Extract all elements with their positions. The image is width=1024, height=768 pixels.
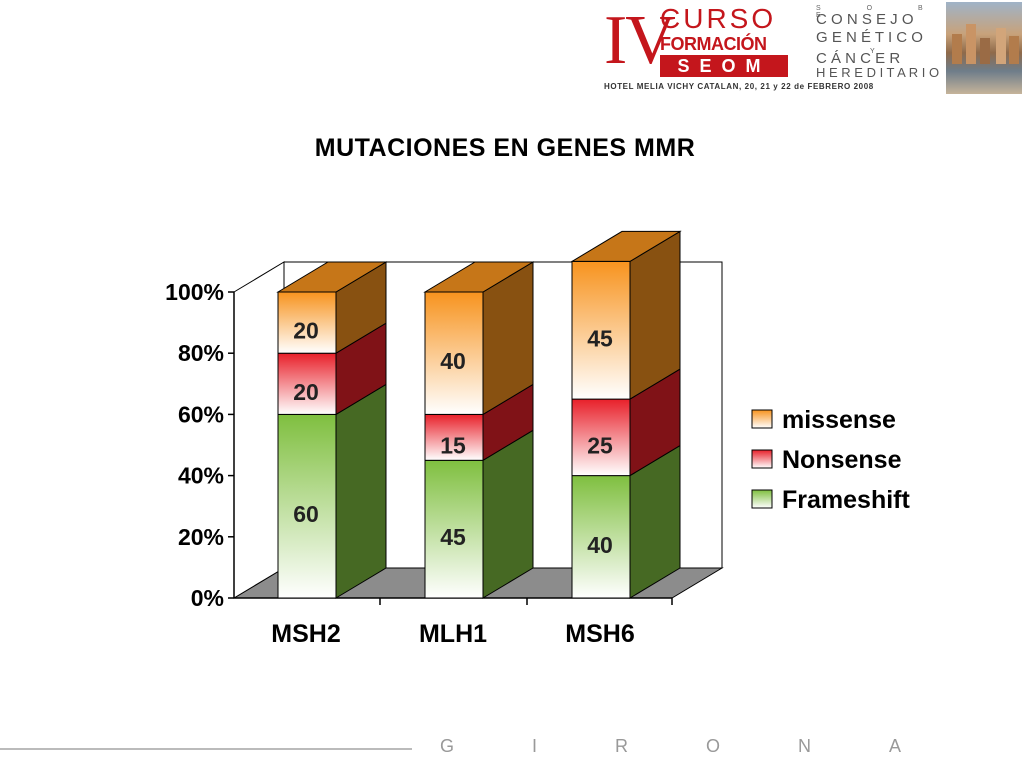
legend-label: missense [782,406,896,434]
y-tick-label: 100% [165,279,224,305]
bar-front-face [277,413,337,599]
bar-segment-nonsense: 25 [571,368,681,477]
legend-label: Frameshift [782,486,910,514]
cancer-text: C Á N C E R [816,50,901,67]
bar-segment-frameshift: 40 [571,444,681,599]
data-label: 20 [293,379,319,405]
legend: missense Nonsense Frameshift [751,406,910,514]
x-tick-label: MSH6 [565,620,634,648]
chart-side-wall [233,261,285,599]
data-label: 15 [440,432,466,458]
data-label: 20 [293,318,319,344]
x-tick-label: MSH2 [271,620,340,648]
data-label: 40 [440,348,466,374]
data-label: 25 [587,432,613,458]
y-tick-label: 60% [178,401,224,427]
logo-seom: SEOM [660,55,788,77]
logo-curso: CURSO [660,3,777,34]
x-tick-label: MLH1 [419,620,487,648]
bar-front-face [571,475,631,599]
legend-label: Nonsense [782,446,902,474]
x-axis-labels: MSH2 MLH1 MSH6 [271,620,634,648]
bar-front-face [277,291,337,354]
legend-swatch [751,489,773,509]
bar-side-face [335,383,387,599]
bar-front-face [571,398,631,477]
legend-swatch [751,449,773,469]
logo-formacion: FORMACIÓN [660,34,767,54]
bar-front-face [424,413,484,461]
data-label: 40 [587,532,613,558]
bar-front-face [424,459,484,599]
girona-photo [946,2,1022,94]
y-tick-label: 80% [178,340,224,366]
genetico-text: G E N É T I C O [816,29,923,46]
sobre-text: S O B R E [816,5,996,19]
y-tick-label: 0% [191,585,224,611]
bar-front-face [277,352,337,415]
data-label: 60 [293,501,319,527]
hereditario-text: H E R E D I T A R I O [816,65,940,80]
bar-segment-frameshift: 60 [277,383,387,599]
footer-girona: GIRONA [440,736,980,756]
bar-top-face [276,261,388,293]
bars: 60 20 20 45 15 40 40 25 45 [276,230,682,599]
y-tick-label: 40% [178,463,224,489]
y-text: Y [870,48,875,55]
bar-top-face [570,230,682,262]
hotel-venue-text: HOTEL MELIA VICHY CATALAN, 20, 21 y 22 d… [604,82,874,91]
data-label: 45 [587,325,613,351]
y-tick-label: 20% [178,524,224,550]
bar-segment-missense: 20 [276,261,388,355]
bar-front-face [571,260,631,400]
chart-title: MUTACIONES EN GENES MMR [314,134,696,162]
bar-top-face [423,261,535,293]
consejo-text: C O N S E J O [816,11,914,28]
bar-segment-frameshift: 45 [424,429,534,599]
legend-swatch [751,409,773,429]
data-label: 45 [440,524,466,550]
bar-segment-missense: 45 [570,230,682,400]
footer-divider [0,748,412,750]
bar-front-face [424,291,484,415]
bar-segment-missense: 40 [423,261,535,416]
